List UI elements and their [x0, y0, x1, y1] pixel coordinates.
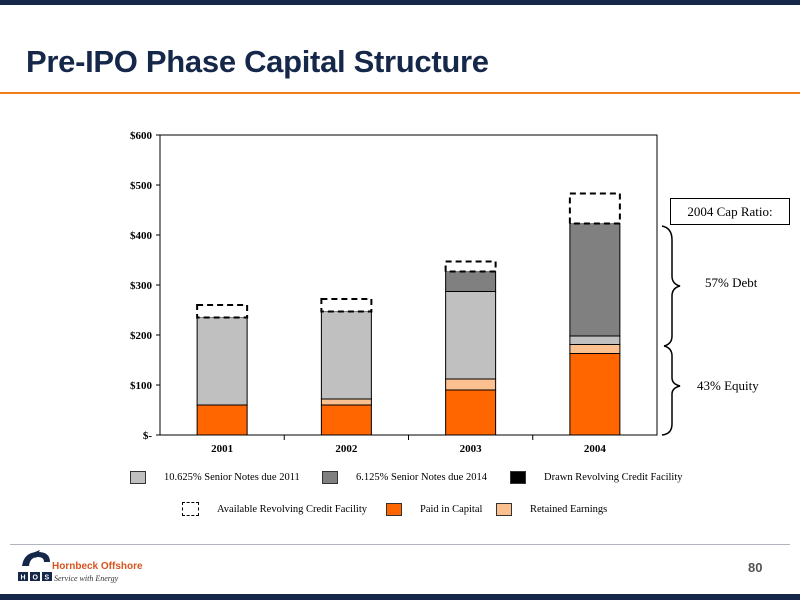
y-tick-label: $400 — [130, 230, 153, 242]
bar-segment — [445, 378, 497, 391]
legend-swatch — [496, 503, 512, 516]
svg-text:S: S — [45, 575, 50, 582]
legend-label: Paid in Capital — [420, 504, 483, 515]
bar-segment — [444, 260, 497, 273]
x-axis: 2001 2002 2003 2004 — [211, 435, 606, 455]
x-tick-label: 2003 — [460, 443, 483, 455]
y-tick-label: $300 — [130, 280, 153, 292]
bar-segment — [196, 404, 248, 436]
equity-brace — [661, 345, 681, 436]
bar-segment — [320, 398, 372, 406]
x-tick-label: 2004 — [584, 443, 607, 455]
y-tick-label: $200 — [130, 330, 153, 342]
legend-label: 10.625% Senior Notes due 2011 — [164, 472, 300, 483]
legend-item-senior-notes-2014: 6.125% Senior Notes due 2014 — [322, 471, 487, 484]
y-tick-label: $500 — [130, 180, 153, 192]
legend-item-available-revolver: Available Revolving Credit Facility — [182, 502, 367, 516]
legend-swatch — [130, 471, 146, 484]
x-tick-label: 2001 — [211, 443, 233, 455]
company-name: Hornbeck Offshore — [52, 561, 143, 572]
bar-segment — [445, 389, 497, 436]
legend-swatch — [182, 502, 199, 516]
equity-ratio-label: 43% Equity — [697, 378, 759, 393]
bar-segment — [445, 291, 497, 380]
bar-segment — [196, 317, 248, 406]
cap-ratio-box: 2004 Cap Ratio: — [670, 198, 790, 225]
x-tick-label: 2002 — [335, 443, 358, 455]
y-tick-label: $- — [143, 430, 153, 442]
top-accent-bar — [0, 0, 800, 5]
bar-segment — [320, 404, 372, 436]
page-number: 80 — [748, 560, 763, 575]
y-axis: $- $100 $200 $300 $400 $500 $600 — [130, 130, 160, 442]
page-title: Pre-IPO Phase Capital Structure — [26, 44, 489, 79]
legend-item-drawn-revolver: Drawn Revolving Credit Facility — [510, 471, 683, 484]
y-tick-label: $100 — [130, 380, 153, 392]
bar-segment — [320, 298, 373, 313]
svg-text:H: H — [21, 575, 26, 582]
bar-segment — [320, 311, 372, 400]
legend-item-senior-notes-2011: 10.625% Senior Notes due 2011 — [130, 471, 300, 484]
footer-divider — [10, 544, 790, 545]
company-tagline: Service with Energy — [54, 574, 119, 583]
legend-item-paid-in-capital: Paid in Capital — [386, 503, 482, 516]
bar-stacks — [196, 192, 621, 436]
bar-segment — [569, 335, 621, 345]
legend-label: Available Revolving Credit Facility — [217, 503, 367, 515]
legend-swatch — [386, 503, 402, 516]
legend-label: Retained Earnings — [530, 504, 608, 515]
bar-segment — [568, 192, 621, 225]
hornbeck-logo: H O S — [18, 550, 52, 582]
legend-label: 6.125% Senior Notes due 2014 — [356, 472, 487, 483]
bottom-accent-bar — [0, 594, 800, 600]
y-tick-label: $600 — [130, 130, 153, 142]
debt-brace — [661, 225, 681, 347]
legend-label: Drawn Revolving Credit Facility — [544, 472, 683, 483]
title-divider — [0, 92, 800, 94]
bar-segment — [569, 353, 621, 436]
bar-segment — [445, 271, 497, 292]
bar-segment — [569, 344, 621, 354]
legend-item-retained-earnings: Retained Earnings — [496, 503, 607, 516]
svg-text:O: O — [33, 575, 39, 582]
legend-swatch — [510, 471, 526, 484]
debt-ratio-label: 57% Debt — [705, 275, 758, 290]
bar-segment — [196, 304, 249, 319]
bar-segment — [569, 223, 621, 337]
legend-swatch — [322, 471, 338, 484]
